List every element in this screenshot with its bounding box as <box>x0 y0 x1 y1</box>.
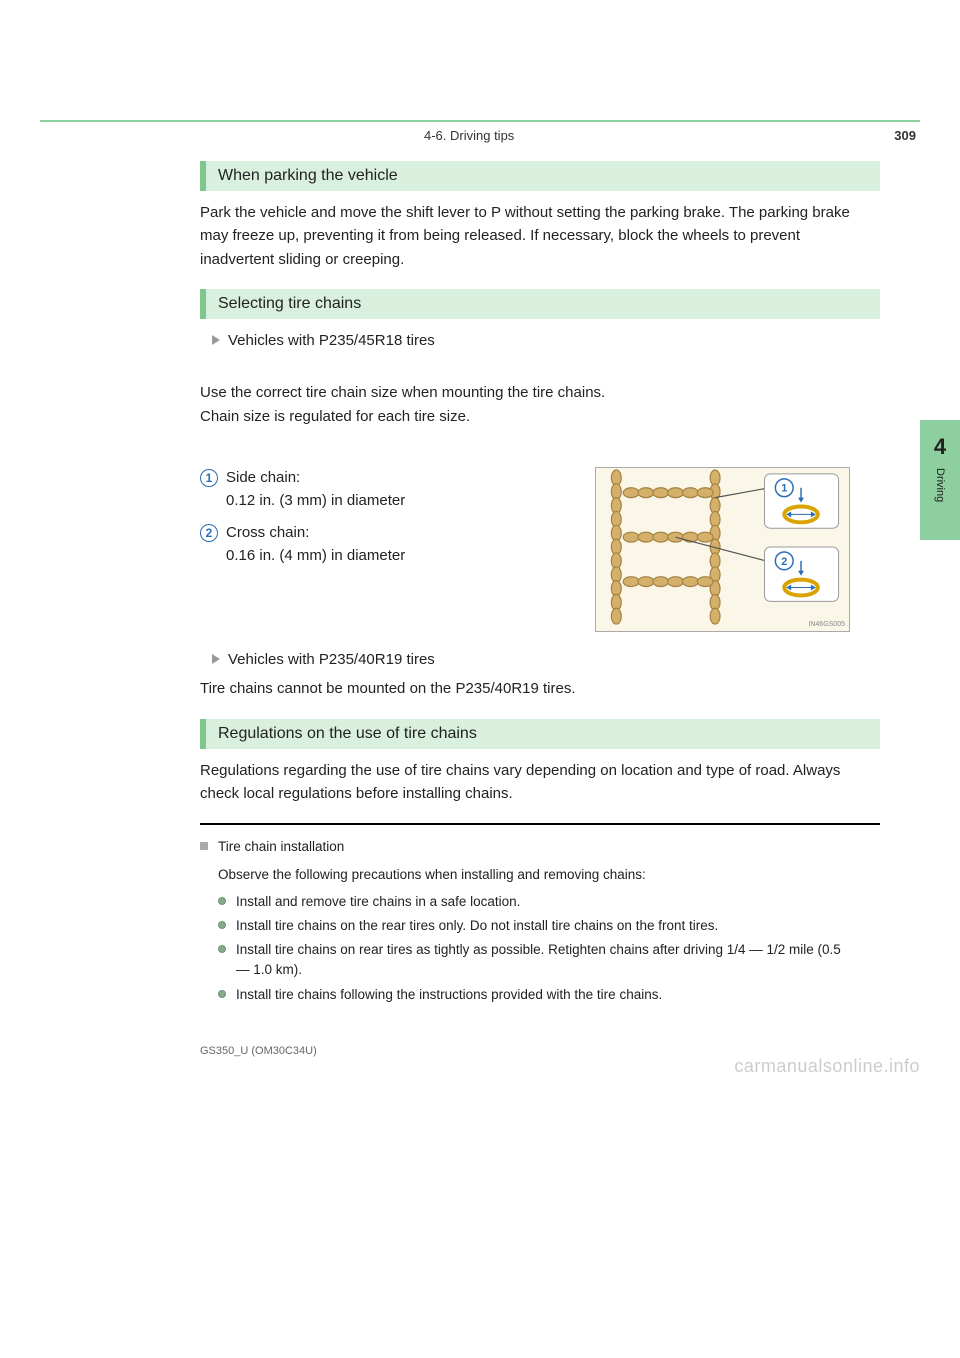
diagram-callout-1: 1 <box>781 483 787 495</box>
tab-number: 4 <box>934 434 946 460</box>
tip-text-2: Install tire chains on the rear tires on… <box>236 916 718 936</box>
spec-row-1: 1 Side chain: 0.12 in. (3 mm) in diamete… <box>200 467 575 512</box>
tip-row-4: Install tire chains following the instru… <box>218 985 850 1005</box>
tips-intro: Observe the following precautions when i… <box>218 865 850 885</box>
caret-icon <box>212 654 220 664</box>
chains-sub2-text: Vehicles with P235/40R19 tires <box>228 648 435 671</box>
spec-text-2: Cross chain: 0.16 in. (4 mm) in diameter <box>226 522 405 567</box>
section-heading-chains: Selecting tire chains <box>200 289 880 319</box>
round-bullet-icon <box>218 990 226 998</box>
square-bullet-icon <box>200 842 208 850</box>
header-rule <box>40 120 920 122</box>
chains-intro: Use the correct tire chain size when mou… <box>200 358 850 455</box>
round-bullet-icon <box>218 897 226 905</box>
tips-block: Tire chain installation Observe the foll… <box>200 837 850 1005</box>
regulations-paragraph: Regulations regarding the use of tire ch… <box>200 759 850 806</box>
page-header: 4-6. Driving tips 309 <box>40 128 920 143</box>
chains-two-column: 1 Side chain: 0.12 in. (3 mm) in diamete… <box>200 467 850 632</box>
spec-text-1: Side chain: 0.12 in. (3 mm) in diameter <box>226 467 405 512</box>
divider-rule <box>200 823 880 825</box>
chains-intro-text: Use the correct tire chain size when mou… <box>200 381 850 428</box>
section-heading-regulations: Regulations on the use of tire chains <box>200 719 880 749</box>
tip-row-3: Install tire chains on rear tires as tig… <box>218 940 850 981</box>
round-bullet-icon <box>218 945 226 953</box>
parking-body: Park the vehicle and move the shift leve… <box>200 201 850 271</box>
round-bullet-icon <box>218 921 226 929</box>
tips-heading-row: Tire chain installation <box>200 837 850 857</box>
tip-text-3: Install tire chains on rear tires as tig… <box>236 940 850 981</box>
num-circle-2: 2 <box>200 524 218 542</box>
chains-specs: 1 Side chain: 0.12 in. (3 mm) in diamete… <box>200 467 575 632</box>
tip-row-2: Install tire chains on the rear tires on… <box>218 916 850 936</box>
chains-sub1-text: Vehicles with P235/45R18 tires <box>228 329 435 352</box>
tire-chain-diagram: 1 2 <box>595 467 850 632</box>
chains-note-text: Tire chains cannot be mounted on the P23… <box>200 677 850 700</box>
chains-subheading-2: Vehicles with P235/40R19 tires <box>212 648 850 671</box>
chains-note: Tire chains cannot be mounted on the P23… <box>200 677 850 700</box>
caret-icon <box>212 335 220 345</box>
section-heading-parking: When parking the vehicle <box>200 161 880 191</box>
tips-heading: Tire chain installation <box>218 837 344 857</box>
tip-row-1: Install and remove tire chains in a safe… <box>218 892 850 912</box>
section-tab: 4 Driving <box>920 420 960 540</box>
chains-diagram-col: 1 2 <box>595 467 850 632</box>
header-section-path: 4-6. Driving tips <box>424 128 514 143</box>
tip-text-1: Install and remove tire chains in a safe… <box>236 892 520 912</box>
diagram-callout-2: 2 <box>781 556 787 568</box>
diagram-code: IN46GS005 <box>808 621 845 628</box>
num-circle-1: 1 <box>200 469 218 487</box>
tip-text-4: Install tire chains following the instru… <box>236 985 662 1005</box>
watermark: carmanualsonline.info <box>734 1056 920 1077</box>
header-page-number: 309 <box>894 128 916 143</box>
spec-row-2: 2 Cross chain: 0.16 in. (4 mm) in diamet… <box>200 522 575 567</box>
chains-subheading-1: Vehicles with P235/45R18 tires <box>212 329 850 352</box>
regulations-body: Regulations regarding the use of tire ch… <box>200 759 850 806</box>
tab-label: Driving <box>934 468 946 502</box>
parking-paragraph: Park the vehicle and move the shift leve… <box>200 201 850 271</box>
